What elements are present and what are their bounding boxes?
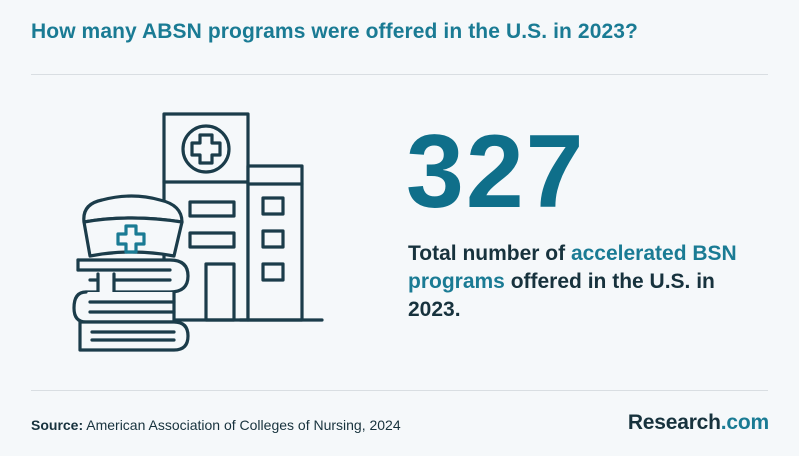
brand-suffix: .com [720, 411, 769, 434]
bottom-divider [31, 390, 768, 391]
brand-logo: Research.com [628, 411, 769, 435]
hospital-icon [162, 112, 324, 322]
stat-value: 327 [406, 114, 586, 230]
source-label: Source: [31, 417, 84, 433]
stat-desc-highlight: accelerated BSN programs [408, 242, 737, 293]
source-text: American Association of Colleges of Nurs… [83, 417, 401, 433]
page-title: How many ABSN programs were offered in t… [31, 20, 638, 43]
stat-desc-post: offered in the U.S. in 2023. [408, 270, 715, 321]
nurse-cap-icon [82, 194, 184, 258]
books-icon [72, 258, 190, 352]
stat-desc-pre: Total number of [408, 242, 571, 265]
source-line: Source: American Association of Colleges… [31, 417, 401, 433]
nursing-illustration [72, 112, 324, 352]
stat-description: Total number of accelerated BSN programs… [408, 240, 758, 324]
top-divider [31, 74, 768, 75]
brand-name: Research [627, 411, 721, 434]
